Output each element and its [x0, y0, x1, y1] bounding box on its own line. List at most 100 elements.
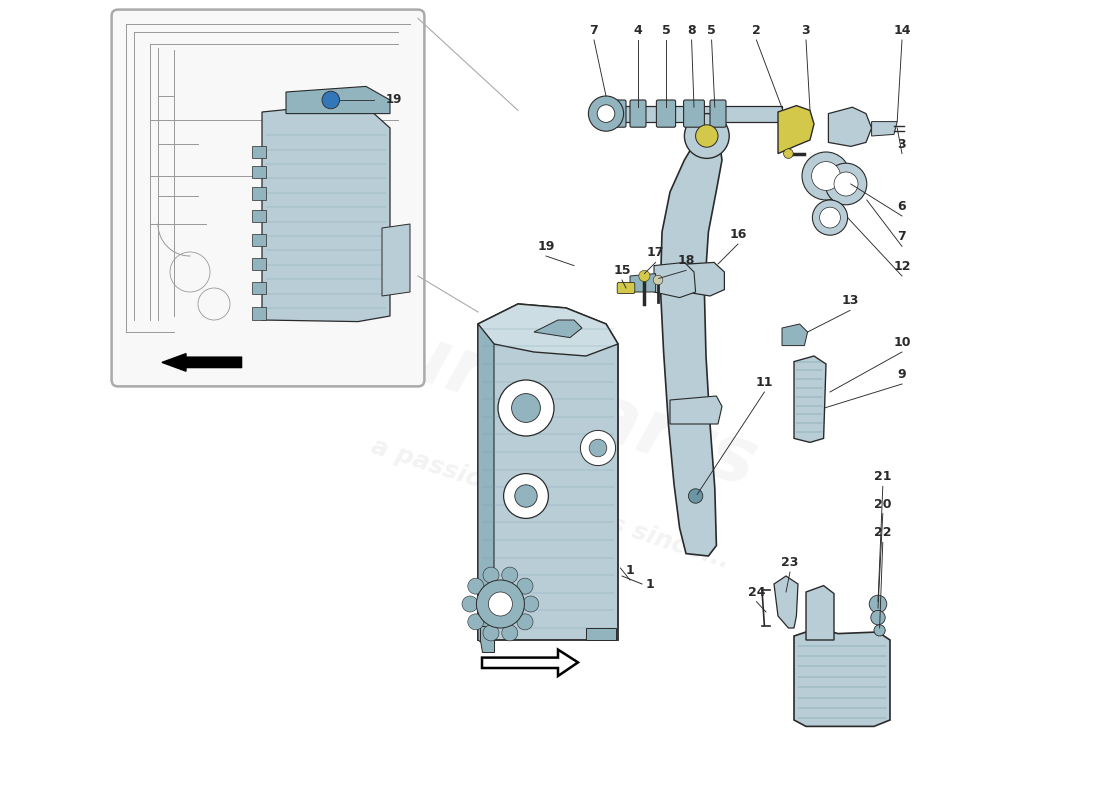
FancyBboxPatch shape	[657, 100, 675, 127]
Text: 14: 14	[893, 24, 911, 37]
FancyBboxPatch shape	[617, 282, 635, 294]
Polygon shape	[170, 357, 242, 368]
Circle shape	[468, 578, 484, 594]
Polygon shape	[382, 224, 410, 296]
Polygon shape	[782, 324, 807, 346]
Text: 15: 15	[614, 264, 630, 277]
Polygon shape	[478, 324, 494, 652]
Circle shape	[468, 614, 484, 630]
Polygon shape	[252, 282, 266, 294]
Polygon shape	[794, 356, 826, 442]
Circle shape	[322, 91, 340, 109]
Text: 12: 12	[893, 260, 911, 273]
Text: 1: 1	[626, 564, 635, 577]
Polygon shape	[778, 106, 814, 154]
Circle shape	[588, 96, 624, 131]
Circle shape	[869, 595, 887, 613]
Polygon shape	[660, 144, 722, 556]
Circle shape	[639, 270, 650, 282]
Text: 3: 3	[802, 24, 811, 37]
Text: 24: 24	[748, 586, 766, 598]
Polygon shape	[252, 258, 266, 270]
FancyBboxPatch shape	[605, 100, 626, 127]
Polygon shape	[252, 210, 266, 222]
Text: 5: 5	[661, 24, 670, 37]
Polygon shape	[662, 262, 725, 296]
Polygon shape	[654, 262, 695, 298]
Circle shape	[515, 485, 537, 507]
Circle shape	[695, 125, 718, 147]
Text: 13: 13	[842, 294, 859, 307]
Circle shape	[483, 567, 499, 583]
Text: 18: 18	[678, 254, 695, 267]
Polygon shape	[774, 576, 798, 628]
FancyBboxPatch shape	[630, 100, 646, 127]
Polygon shape	[478, 304, 618, 640]
Polygon shape	[828, 107, 871, 146]
Polygon shape	[480, 626, 494, 652]
Polygon shape	[630, 274, 656, 292]
Polygon shape	[252, 166, 266, 178]
Polygon shape	[482, 650, 578, 676]
Text: 9: 9	[898, 368, 906, 381]
Circle shape	[689, 489, 703, 503]
Circle shape	[512, 394, 540, 422]
Circle shape	[874, 625, 886, 636]
Polygon shape	[478, 304, 618, 356]
Circle shape	[502, 625, 518, 641]
Text: a passion for parts since...: a passion for parts since...	[367, 434, 733, 574]
Polygon shape	[670, 396, 722, 424]
Text: 2: 2	[752, 24, 761, 37]
Circle shape	[504, 474, 549, 518]
Text: 7: 7	[590, 24, 598, 37]
Text: 23: 23	[781, 556, 799, 569]
Text: 17: 17	[647, 246, 664, 259]
FancyBboxPatch shape	[683, 100, 704, 127]
Polygon shape	[534, 320, 582, 338]
Circle shape	[522, 596, 539, 612]
Circle shape	[498, 380, 554, 436]
FancyBboxPatch shape	[111, 10, 425, 386]
Polygon shape	[286, 86, 390, 114]
Circle shape	[825, 163, 867, 205]
FancyBboxPatch shape	[710, 100, 726, 127]
Circle shape	[783, 149, 793, 158]
Circle shape	[488, 592, 513, 616]
Circle shape	[581, 430, 616, 466]
Circle shape	[802, 152, 850, 200]
Text: 1: 1	[646, 578, 653, 590]
Circle shape	[476, 580, 525, 628]
Polygon shape	[262, 104, 390, 322]
Circle shape	[653, 275, 663, 285]
Circle shape	[517, 614, 534, 630]
Polygon shape	[162, 354, 186, 371]
Polygon shape	[252, 234, 266, 246]
Circle shape	[590, 439, 607, 457]
Circle shape	[483, 625, 499, 641]
Text: 16: 16	[729, 228, 747, 241]
Text: 19: 19	[386, 93, 403, 106]
Circle shape	[502, 567, 518, 583]
Text: 11: 11	[756, 376, 773, 389]
Text: 22: 22	[874, 526, 891, 539]
Polygon shape	[586, 628, 616, 640]
Polygon shape	[252, 307, 266, 320]
Text: europarts: europarts	[334, 298, 766, 502]
Text: 21: 21	[874, 470, 891, 483]
Text: 6: 6	[898, 200, 906, 213]
Text: 3: 3	[898, 138, 906, 150]
Polygon shape	[794, 628, 890, 726]
Polygon shape	[806, 586, 834, 640]
Polygon shape	[871, 122, 898, 136]
Circle shape	[813, 200, 848, 235]
Circle shape	[871, 610, 886, 625]
Text: 4: 4	[634, 24, 642, 37]
Text: 7: 7	[898, 230, 906, 243]
Circle shape	[517, 578, 534, 594]
Text: 8: 8	[688, 24, 696, 37]
Polygon shape	[252, 187, 266, 200]
Polygon shape	[252, 146, 266, 158]
Circle shape	[597, 105, 615, 122]
Circle shape	[462, 596, 478, 612]
Text: 5: 5	[707, 24, 716, 37]
